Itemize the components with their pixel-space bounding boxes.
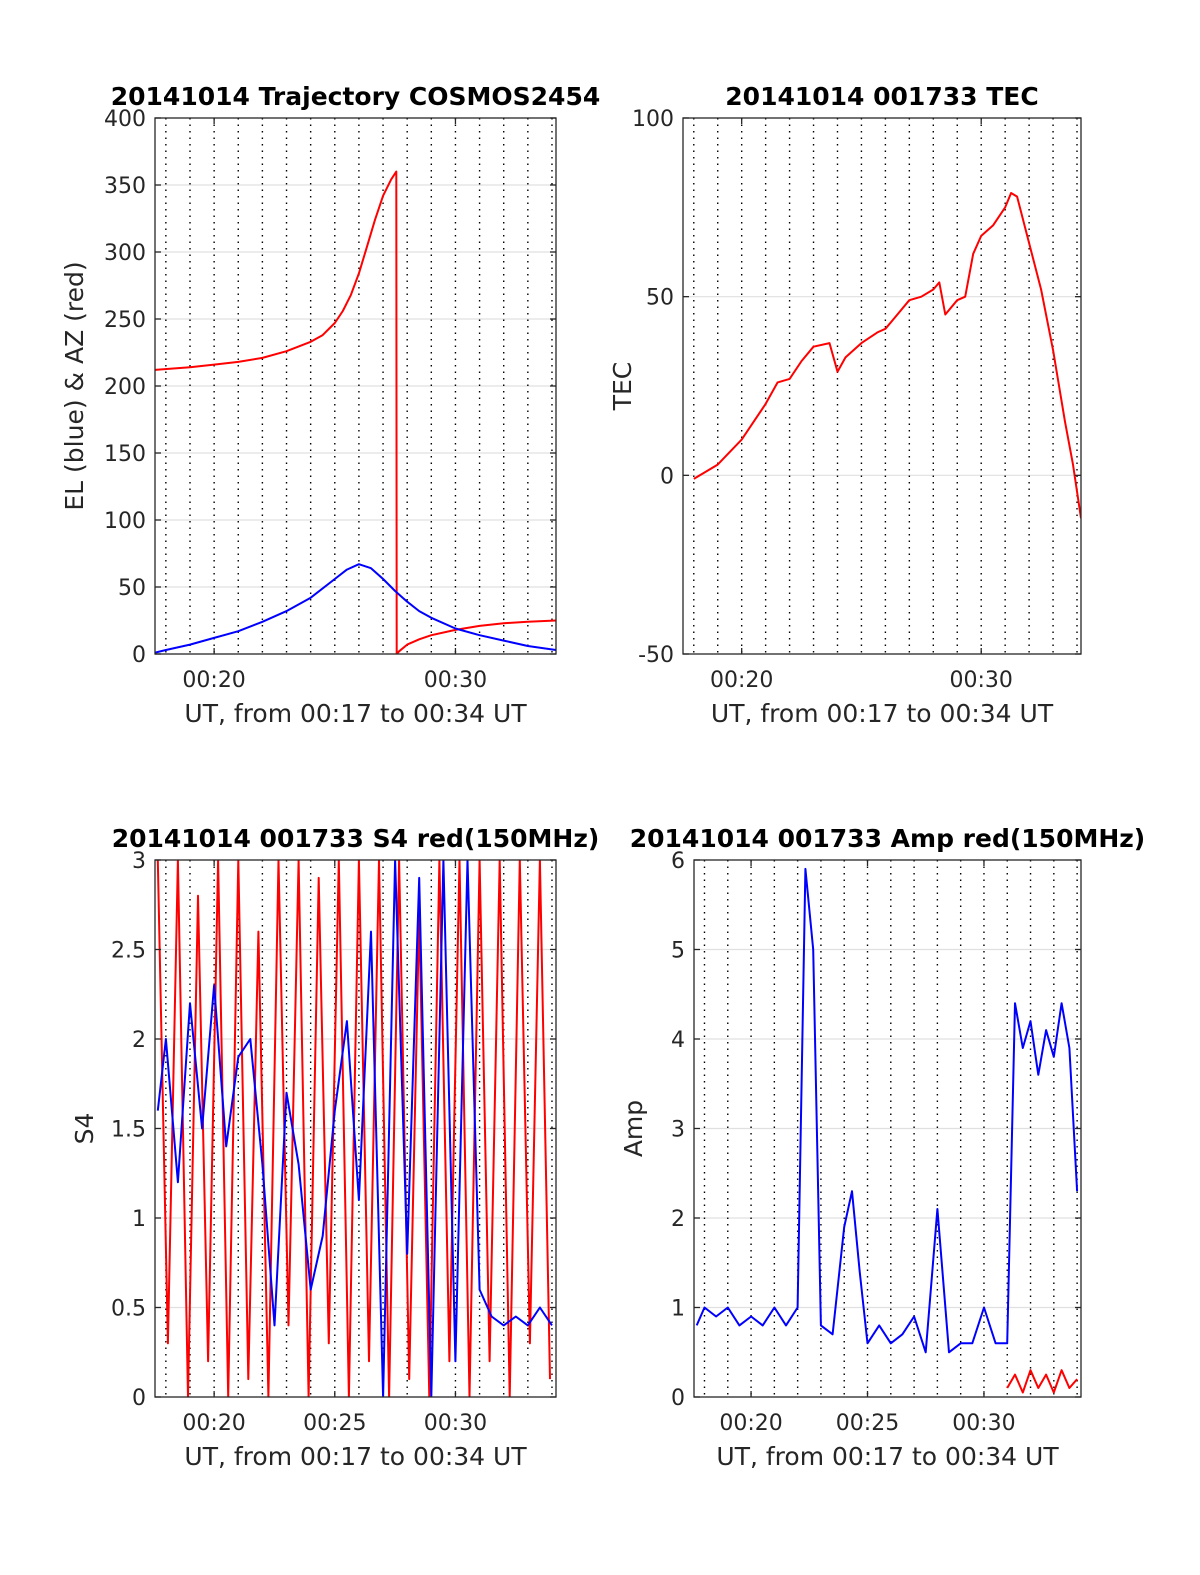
x-axis-label: UT, from 00:17 to 00:34 UT bbox=[716, 1442, 1059, 1471]
y-tick-label: 2 bbox=[671, 1207, 685, 1232]
y-tick-label: 100 bbox=[632, 107, 674, 132]
y-axis-label: EL (blue) & AZ (red) bbox=[60, 261, 89, 510]
x-tick-label: 00:20 bbox=[710, 668, 773, 693]
x-tick-label: 00:30 bbox=[424, 1411, 487, 1436]
y-tick-label: 150 bbox=[104, 442, 146, 467]
x-tick-label: 00:20 bbox=[182, 668, 245, 693]
y-tick-label: 0.5 bbox=[111, 1297, 146, 1322]
y-tick-label: 0 bbox=[660, 464, 674, 489]
y-tick-label: 300 bbox=[104, 241, 146, 266]
y-tick-label: 0 bbox=[132, 643, 146, 668]
y-tick-label: 6 bbox=[671, 849, 685, 874]
chart-s4: 0 0.5 1 1.5 2 2.5 3 00:20 00:25 00:30 20141014 001… bbox=[70, 824, 599, 1471]
y-tick-label: 2 bbox=[132, 1028, 146, 1053]
chart-title: 20141014 001733 TEC bbox=[725, 82, 1038, 111]
chart-title: 20141014 Trajectory COSMOS2454 bbox=[111, 82, 601, 111]
series-line-2 bbox=[156, 860, 553, 1397]
x-tick-label: 00:30 bbox=[949, 668, 1012, 693]
y-tick-label: 2.5 bbox=[111, 939, 146, 964]
series-line-2 bbox=[155, 563, 556, 654]
y-tick-label: 400 bbox=[104, 107, 146, 132]
y-tick-label: 3 bbox=[132, 849, 146, 874]
series-line-1 bbox=[155, 170, 556, 654]
series-line-2 bbox=[695, 867, 1079, 1354]
y-tick-label: 5 bbox=[671, 939, 685, 964]
x-tick-label: 00:25 bbox=[836, 1411, 899, 1436]
x-axis-label: UT, from 00:17 to 00:34 UT bbox=[711, 699, 1054, 728]
axes-box bbox=[682, 117, 1082, 655]
y-tick-label: 1 bbox=[671, 1297, 685, 1322]
y-tick-label: 350 bbox=[104, 174, 146, 199]
y-tick-label: 250 bbox=[104, 308, 146, 333]
y-tick-label: 0 bbox=[132, 1386, 146, 1411]
chart-title: 20141014 001733 S4 red(150MHz) bbox=[112, 824, 600, 853]
chart-tec: -50 0 50 100 00:20 00:30 20141014 001733 TEC UT… bbox=[608, 82, 1082, 728]
y-tick-label: 100 bbox=[104, 509, 146, 534]
x-tick-label: 00:25 bbox=[303, 1411, 366, 1436]
y-axis-label: TEC bbox=[608, 362, 637, 412]
chart-title: 20141014 001733 Amp red(150MHz) bbox=[630, 824, 1146, 853]
x-axis-label: UT, from 00:17 to 00:34 UT bbox=[184, 699, 527, 728]
chart-trajectory: 0 50 100 150 200 250 300 350 400 00:20 00:30 201410… bbox=[60, 82, 600, 728]
y-tick-label: 50 bbox=[118, 576, 146, 601]
y-axis-label: Amp bbox=[619, 1100, 648, 1157]
series-line-1 bbox=[1006, 1369, 1078, 1394]
x-tick-label: 00:30 bbox=[424, 668, 487, 693]
x-axis-label: UT, from 00:17 to 00:34 UT bbox=[184, 1442, 527, 1471]
y-tick-label: 0 bbox=[671, 1386, 685, 1411]
y-tick-label: 200 bbox=[104, 375, 146, 400]
y-tick-label: 1.5 bbox=[111, 1118, 146, 1143]
x-tick-label: 00:20 bbox=[719, 1411, 782, 1436]
y-axis-label: S4 bbox=[70, 1113, 99, 1145]
series-line-1 bbox=[693, 192, 1081, 519]
y-tick-label: 1 bbox=[132, 1207, 146, 1232]
y-tick-label: 50 bbox=[646, 286, 674, 311]
y-tick-label: -50 bbox=[638, 643, 674, 668]
y-tick-label: 3 bbox=[671, 1118, 685, 1143]
x-tick-label: 00:20 bbox=[182, 1411, 245, 1436]
chart-amp: 0 1 2 3 4 5 6 00:20 00:25 00:30 20141014 001733 Am… bbox=[619, 824, 1145, 1471]
y-tick-label: 4 bbox=[671, 1028, 685, 1053]
x-tick-label: 00:30 bbox=[952, 1411, 1015, 1436]
